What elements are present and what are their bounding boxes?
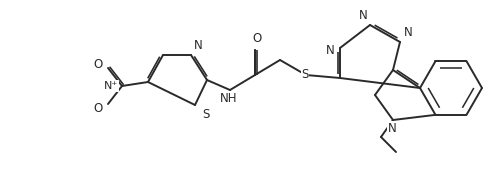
Text: N: N [359,9,368,22]
Text: N: N [194,39,203,52]
Text: N: N [326,44,335,56]
Text: S: S [202,108,210,121]
Text: S: S [301,67,309,80]
Text: O: O [94,57,103,71]
Text: N⁺: N⁺ [104,81,118,91]
Text: O: O [94,101,103,115]
Text: NH: NH [220,92,238,105]
Text: N: N [388,122,396,135]
Text: O: O [252,32,261,45]
Text: N: N [404,26,413,39]
